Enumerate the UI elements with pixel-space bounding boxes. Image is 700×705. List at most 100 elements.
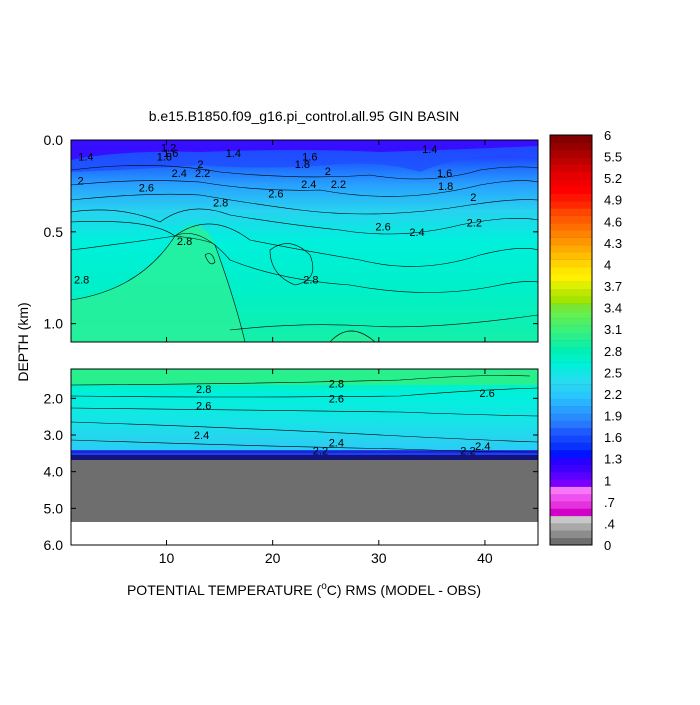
colorbar-label-12: 2.2: [604, 387, 622, 402]
contour-label-upper-19: 2.8: [213, 197, 228, 209]
upper-panel-frame: [70, 139, 539, 343]
colorbar-swatch-39: [550, 252, 592, 260]
colorbar-swatch-11: [550, 457, 592, 465]
colorbar-swatch-20: [550, 391, 592, 399]
contour-label-upper-7: 1.8: [295, 159, 310, 171]
contour-label-upper-10: 2: [325, 166, 331, 178]
colorbar-swatch-53: [550, 149, 592, 158]
y-axis-label: DEPTH (km): [15, 302, 31, 381]
colorbar-swatch-34: [550, 288, 592, 297]
y-tick-label-upper-0: 0.0: [44, 132, 64, 148]
y-tick-label-lower-3: 5.0: [44, 500, 64, 516]
colorbar-swatch-0: [550, 537, 592, 546]
y-axis-lower: 2.0 3.0 4.0 5.0 6.0: [44, 390, 538, 553]
contour-label-upper-15: 2.4: [301, 179, 316, 191]
colorbar-label-10: 2.8: [604, 344, 622, 359]
colorbar-label-8: 3.4: [604, 301, 622, 316]
colorbar-swatch-4: [550, 508, 592, 517]
colorbar-swatch-19: [550, 398, 592, 407]
colorbar-swatch-2: [550, 523, 592, 531]
colorbar-label-11: 2.5: [604, 365, 622, 380]
colorbar-label-19: 0: [604, 538, 611, 553]
colorbar-swatch-33: [550, 296, 592, 304]
contour-label-upper-6: 1.6: [302, 152, 317, 164]
y-tick-label-lower-4: 6.0: [44, 537, 64, 553]
colorbar-swatch-1: [550, 530, 592, 539]
colorbar-swatch-16: [550, 420, 592, 429]
colorbar-swatch-23: [550, 369, 592, 378]
contour-label-upper-21: 2.2: [467, 218, 482, 230]
colorbar-swatch-17: [550, 413, 592, 421]
colorbar-swatch-25: [550, 354, 592, 363]
contour-label-upper-11: 2: [77, 175, 83, 187]
colorbar-swatch-3: [550, 515, 592, 524]
colorbar-swatch-14: [550, 435, 592, 443]
colorbar-swatch-47: [550, 193, 592, 202]
colorbar-swatch-41: [550, 237, 592, 246]
colorbar-label-16: 1: [604, 473, 611, 488]
x-tick-label-3: 40: [477, 550, 493, 566]
contour-label-lower-9: 2.2: [313, 445, 328, 457]
x-tick-label-1: 20: [265, 550, 281, 566]
contour-label-lower-6: 2.4: [329, 437, 344, 449]
lower-panel-frame: [70, 368, 539, 546]
contour-label-upper-18: 2: [470, 192, 476, 204]
contour-label-upper-1: 1.2: [161, 142, 176, 154]
y-axis-upper: 0.0 0.5 1.0: [44, 132, 538, 332]
colorbar-swatch-35: [550, 281, 592, 290]
contour-label-lower-7: 2.4: [475, 441, 490, 453]
contour-label-upper-20: 2.6: [268, 188, 283, 200]
colorbar-swatch-44: [550, 215, 592, 224]
contour-label-lower-3: 2.6: [329, 393, 344, 405]
contour-label-upper-23: 2.4: [409, 227, 424, 239]
colorbar-swatch-29: [550, 325, 592, 334]
colorbar-swatch-26: [550, 347, 592, 356]
colorbar-swatch-15: [550, 427, 592, 436]
colorbar-frame: [549, 134, 593, 546]
contour-label-upper-0: 1.4: [78, 152, 93, 164]
y-tick-label-lower-2: 4.0: [44, 464, 64, 480]
colorbar-swatch-9: [550, 471, 592, 480]
colorbar-label-15: 1.3: [604, 452, 622, 467]
contour-label-upper-14: 2.6: [139, 183, 154, 195]
contour-label-upper-4: 1.4: [226, 148, 241, 160]
contour-label-upper-2: 1.6: [163, 148, 178, 160]
colorbar-swatch-54: [550, 142, 592, 151]
colorbar-swatch-8: [550, 479, 592, 487]
colorbar-swatch-28: [550, 332, 592, 341]
x-tick-label-2: 30: [371, 550, 387, 566]
contour-label-upper-13: 2.4: [172, 168, 187, 180]
colorbar-label-4: 4.6: [604, 214, 622, 229]
colorbar-swatch-48: [550, 186, 592, 194]
colorbar-swatch-51: [550, 164, 592, 173]
x-tick-label-0: 10: [159, 550, 175, 566]
colorbar-swatch-42: [550, 230, 592, 238]
colorbar-swatch-46: [550, 200, 592, 209]
colorbar-label-18: .4: [604, 516, 615, 531]
colorbar-swatch-31: [550, 310, 592, 319]
contour-label-upper-9: 2: [197, 159, 203, 171]
colorbar-swatch-22: [550, 376, 592, 385]
colorbar-swatch-32: [550, 303, 592, 312]
contour-label-lower-0: 2.8: [196, 384, 211, 396]
contour-label-upper-12: 2.2: [195, 168, 210, 180]
colorbar-label-6: 4: [604, 257, 611, 272]
colorbar-swatch-49: [550, 178, 592, 187]
colorbar-label-1: 5.5: [604, 150, 622, 165]
contour-label-lower-1: 2.8: [329, 379, 344, 391]
contour-label-upper-22: 2.6: [375, 221, 390, 233]
colorbar-label-13: 1.9: [604, 409, 622, 424]
colorbar-swatch-24: [550, 361, 592, 370]
colorbar-label-7: 3.7: [604, 279, 622, 294]
x-axis-label: POTENTIAL TEMPERATURE (oC) RMS (MODEL - …: [127, 581, 481, 598]
upper-panel: [71, 140, 538, 342]
colorbar-swatch-40: [550, 244, 592, 253]
colorbar-label-2: 5.2: [604, 171, 622, 186]
colorbar-swatch-13: [550, 442, 592, 451]
y-tick-label-upper-2: 1.0: [44, 316, 64, 332]
contour-label-upper-3: 1.8: [157, 152, 172, 164]
colorbar-label-17: .7: [604, 495, 615, 510]
contour-label-upper-5: 1.4: [422, 144, 437, 156]
